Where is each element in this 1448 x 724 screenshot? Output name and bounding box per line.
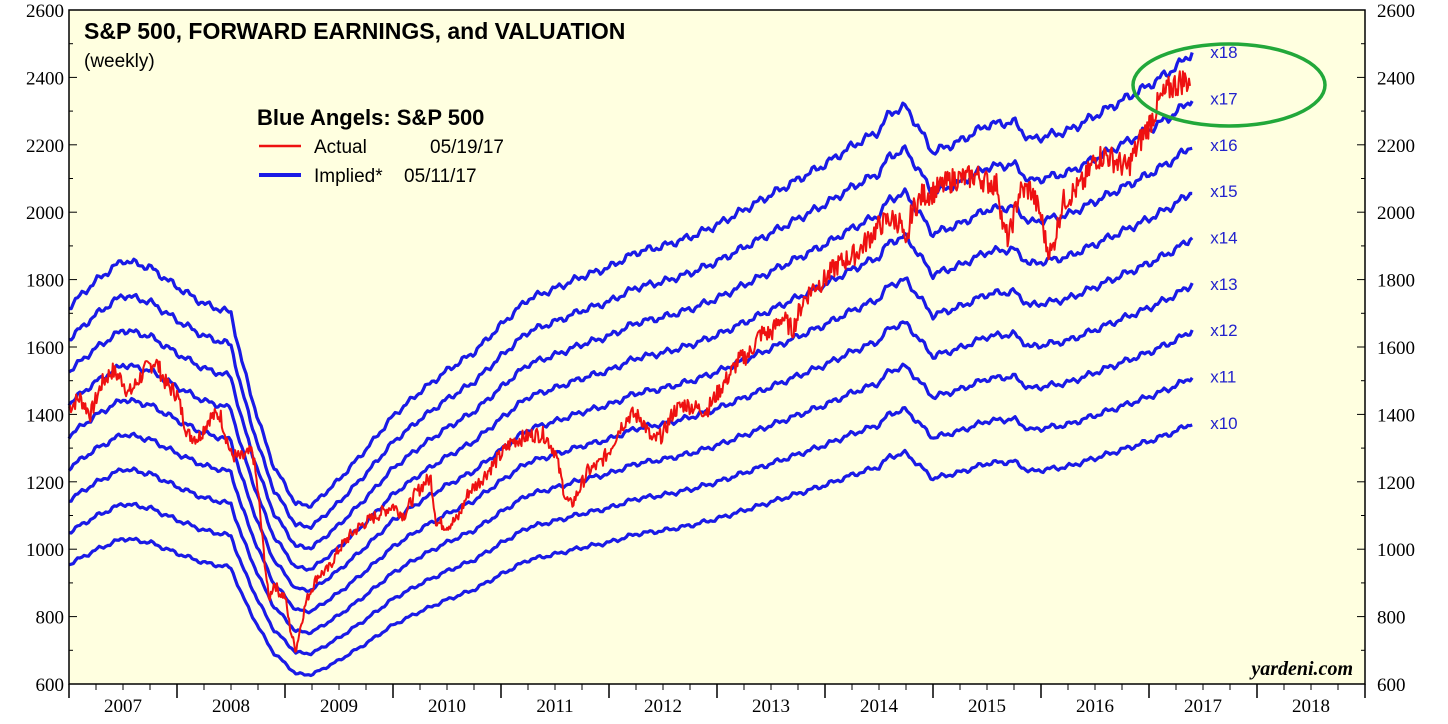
- x-tick-label: 2016: [1076, 696, 1114, 717]
- x-tick-label: 2011: [536, 696, 573, 717]
- y-tick-label-left: 600: [36, 675, 65, 696]
- y-tick-label-left: 2400: [26, 68, 64, 89]
- y-tick-label-left: 1400: [26, 405, 64, 426]
- multiple-label-x18: x18: [1210, 43, 1237, 62]
- y-tick-label-left: 800: [36, 608, 65, 629]
- multiple-label-x12: x12: [1210, 321, 1237, 340]
- x-tick-label: 2012: [644, 696, 682, 717]
- multiple-label-x10: x10: [1210, 414, 1237, 433]
- y-axis-left: 600 800 1000 1200 1400 1600 1800 2000 2200 2400 26…: [26, 1, 77, 696]
- legend-date-implied: 05/11/17: [404, 166, 477, 187]
- y-tick-label-right: 1800: [1377, 271, 1415, 292]
- implied-line-x10: [68, 423, 1193, 678]
- y-tick-label-right: 800: [1377, 608, 1406, 629]
- x-tick-label: 2015: [968, 696, 1006, 717]
- y-tick-label-left: 1800: [26, 271, 64, 292]
- x-tick-label: 2009: [320, 696, 358, 717]
- legend-date-actual: 05/19/17: [430, 137, 504, 158]
- y-tick-label-right: 2600: [1377, 1, 1415, 22]
- implied-line-x15: [67, 191, 1193, 572]
- multiple-label-x17: x17: [1210, 89, 1237, 108]
- y-tick-label-left: 1200: [26, 473, 64, 494]
- y-tick-label-right: 1400: [1377, 405, 1415, 426]
- implied-line-x11: [68, 376, 1194, 657]
- chart-subtitle: (weekly): [84, 51, 155, 72]
- multiple-labels: x10 x11 x12 x13 x14 x15 x16 x17 x18: [1210, 43, 1237, 433]
- y-tick-label-right: 1200: [1377, 473, 1415, 494]
- legend-label-actual: Actual: [314, 137, 367, 158]
- implied-bands: [67, 52, 1194, 678]
- y-tick-label-right: 2200: [1377, 136, 1415, 157]
- legend: Blue Angels: S&P 500 Actual 05/19/17 Imp…: [257, 105, 504, 187]
- y-tick-label-right: 1000: [1377, 540, 1415, 561]
- y-tick-label-right: 2000: [1377, 203, 1415, 224]
- y-tick-label-left: 2600: [26, 1, 64, 22]
- multiple-label-x14: x14: [1210, 228, 1237, 247]
- implied-line-x13: [67, 282, 1194, 615]
- implied-line-x12: [68, 329, 1194, 636]
- x-axis: 2007 2008 2009 2010 2011 2012 2013 2014 2015 2016…: [68, 684, 1366, 717]
- actual-series: [68, 70, 1191, 653]
- chart-title: S&P 500, FORWARD EARNINGS, and VALUATION: [84, 18, 625, 44]
- y-axis-right: 600 800 1000 1200 1400 1600 1800 2000 2200 2400 26…: [1357, 1, 1415, 696]
- x-tick-label: 2014: [860, 696, 899, 717]
- y-tick-label-left: 1600: [26, 338, 64, 359]
- implied-line-x18: [68, 52, 1194, 509]
- x-tick-label: 2013: [752, 696, 790, 717]
- y-tick-label-left: 2200: [26, 136, 64, 157]
- multiple-label-x16: x16: [1210, 136, 1237, 155]
- legend-title: Blue Angels: S&P 500: [257, 105, 484, 130]
- multiple-label-x11: x11: [1210, 367, 1236, 386]
- y-tick-label-right: 1600: [1377, 338, 1415, 359]
- multiple-label-x13: x13: [1210, 275, 1237, 294]
- implied-line-x14: [67, 236, 1194, 593]
- x-tick-label: 2018: [1292, 696, 1330, 717]
- x-tick-label: 2008: [212, 696, 250, 717]
- x-tick-label: 2007: [104, 696, 142, 717]
- implied-line-x16: [68, 146, 1193, 551]
- y-tick-label-left: 2000: [26, 203, 64, 224]
- y-tick-label-left: 1000: [26, 540, 64, 561]
- multiple-label-x15: x15: [1210, 182, 1237, 201]
- implied-line-x17: [68, 100, 1194, 530]
- x-tick-label: 2010: [428, 696, 466, 717]
- y-tick-label-right: 2400: [1377, 68, 1415, 89]
- watermark: yardeni.com: [1249, 658, 1353, 680]
- legend-label-implied: Implied*: [314, 166, 383, 187]
- highlight-ellipse: [1131, 42, 1327, 128]
- actual-line: [68, 70, 1191, 653]
- y-tick-label-right: 600: [1377, 675, 1406, 696]
- x-tick-label: 2017: [1184, 696, 1222, 717]
